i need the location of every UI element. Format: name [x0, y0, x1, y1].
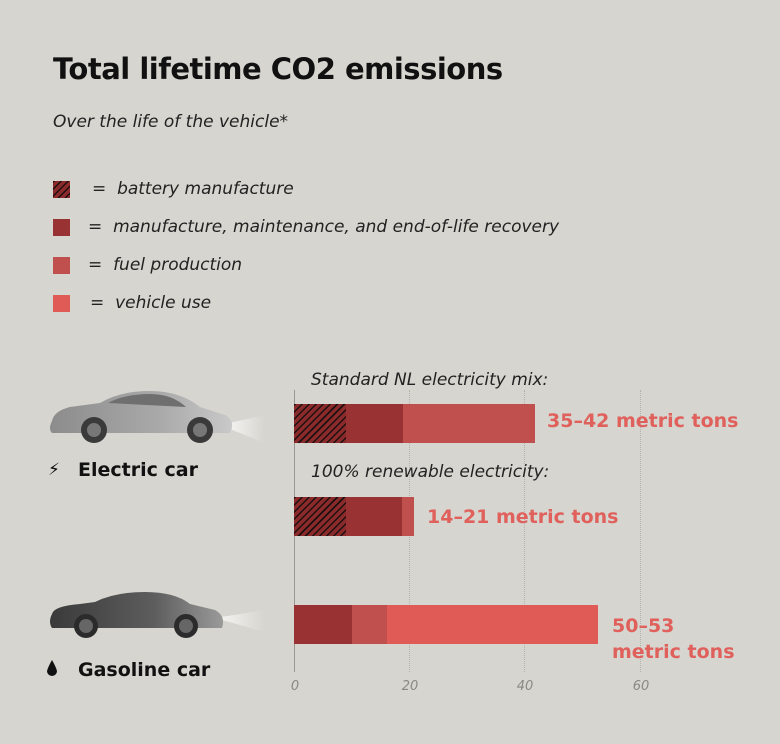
hatched-swatch-icon [53, 180, 70, 198]
segment-manufacture [346, 404, 403, 443]
segment-use [387, 605, 598, 644]
range-label-gasoline-line2: metric tons [612, 641, 735, 663]
legend-item-use: = vehicle use [53, 292, 211, 314]
bar-gasoline [294, 605, 598, 644]
segment-fuel [352, 605, 387, 644]
chart-subtitle: Over the life of the vehicle* [53, 112, 289, 132]
fuel-drop-icon [46, 660, 58, 678]
scenario-renewable-label: 100% renewable electricity: [311, 462, 550, 482]
legend-item-fuel: = fuel production [53, 254, 242, 276]
gasoline-car-image [40, 588, 265, 648]
segment-manufacture [294, 605, 352, 644]
swatch-icon [53, 218, 70, 236]
electric-car-image [40, 385, 265, 455]
gridline [640, 390, 641, 672]
range-label-gasoline-line1: 50–53 [612, 615, 675, 637]
legend-label: = fuel production [88, 255, 243, 275]
segment-fuel [403, 404, 535, 443]
gridline [524, 390, 525, 672]
legend-label: = manufacture, maintenance, and end-of-l… [88, 217, 560, 237]
swatch-icon [53, 294, 70, 312]
x-tick: 0 [290, 679, 300, 694]
electric-car-label: Electric car [78, 459, 198, 481]
x-tick: 40 [516, 679, 534, 694]
bar-electric-renewable [294, 497, 414, 536]
legend-label: = vehicle use [90, 293, 212, 313]
lightning-bolt-icon: ⚡ [48, 460, 60, 480]
swatch-icon [53, 256, 70, 274]
legend-item-manufacture: = manufacture, maintenance, and end-of-l… [53, 216, 559, 238]
bar-electric-standard [294, 404, 535, 443]
segment-battery [294, 497, 346, 536]
range-label-standard: 35–42 metric tons [547, 410, 739, 432]
scenario-standard-label: Standard NL electricity mix: [311, 370, 549, 390]
segment-manufacture [346, 497, 402, 536]
x-tick: 20 [401, 679, 419, 694]
range-label-renewable: 14–21 metric tons [427, 506, 619, 528]
segment-fuel [402, 497, 414, 536]
gasoline-car-label: Gasoline car [78, 659, 211, 681]
x-tick: 60 [632, 679, 650, 694]
legend-item-battery: = battery manufacture [53, 178, 294, 200]
chart-title: Total lifetime CO2 emissions [53, 52, 503, 86]
segment-battery [294, 404, 346, 443]
legend-label: = battery manufacture [92, 179, 294, 199]
